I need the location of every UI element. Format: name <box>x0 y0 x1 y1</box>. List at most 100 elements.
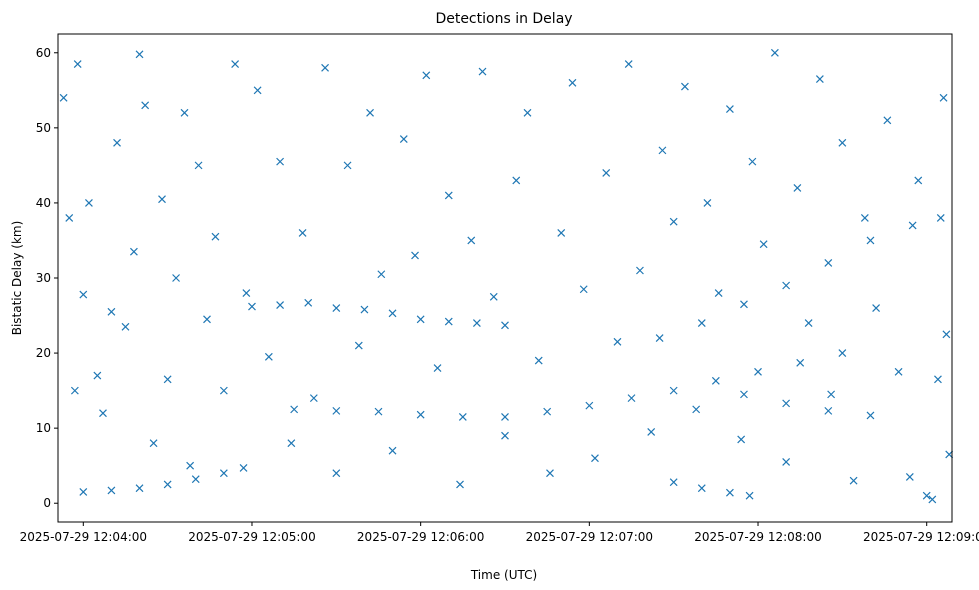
data-point-marker <box>942 330 951 339</box>
data-point-marker <box>456 480 464 489</box>
data-point-marker <box>264 352 273 361</box>
data-point-marker <box>692 405 701 414</box>
data-point-marker <box>186 461 195 470</box>
data-point-marker <box>782 281 791 290</box>
data-point-marker <box>113 138 121 147</box>
data-point-marker <box>883 116 892 125</box>
data-point-marker <box>501 431 509 440</box>
data-point-marker <box>276 301 285 309</box>
data-point-marker <box>866 236 875 245</box>
x-tick-label: 2025-07-29 12:08:00 <box>694 530 821 544</box>
data-point-marker <box>754 367 762 376</box>
data-point-marker <box>860 214 869 222</box>
data-point-marker <box>121 322 130 331</box>
data-point-marker <box>374 407 383 416</box>
data-point-marker <box>366 108 374 117</box>
data-point-marker <box>304 298 313 307</box>
x-tick-label: 2025-07-29 12:05:00 <box>188 530 315 544</box>
data-point-marker <box>135 50 144 59</box>
data-point-marker <box>669 217 678 226</box>
data-point-marker <box>478 67 487 76</box>
data-point-marker <box>824 406 833 415</box>
data-point-marker <box>914 176 923 185</box>
data-point-marker <box>669 386 678 395</box>
data-point-marker <box>93 371 102 380</box>
data-point-marker <box>936 214 945 222</box>
data-point-marker <box>838 138 847 147</box>
data-point-marker <box>872 304 881 312</box>
data-point-marker <box>180 108 189 117</box>
data-point-marker <box>163 480 172 489</box>
data-point-marker <box>211 232 220 241</box>
data-point-marker <box>444 317 453 326</box>
x-tick-label: 2025-07-29 12:07:00 <box>526 530 653 544</box>
data-point-marker <box>276 157 285 166</box>
data-point-marker <box>793 183 802 192</box>
data-point-marker <box>343 161 352 170</box>
y-tick-label: 30 <box>36 271 51 285</box>
data-point-marker <box>824 259 833 267</box>
data-point-marker <box>928 495 937 504</box>
data-point-marker <box>191 475 200 484</box>
data-point-marker <box>711 376 720 385</box>
data-point-marker <box>458 412 467 421</box>
data-point-marker <box>680 82 689 91</box>
data-point-marker <box>636 266 644 275</box>
data-point-marker <box>433 364 442 373</box>
data-point-marker <box>332 406 341 415</box>
data-point-marker <box>99 409 107 418</box>
data-point-marker <box>158 195 166 204</box>
x-axis-ticks: 2025-07-29 12:04:00 2025-07-29 12:05:00 20… <box>20 522 979 544</box>
data-point-marker <box>624 60 633 68</box>
data-point-marker <box>647 427 656 436</box>
data-point-marker <box>388 446 397 455</box>
chart-title: Detections in Delay <box>435 11 572 27</box>
data-point-marker <box>714 289 723 297</box>
data-point-marker <box>725 105 734 114</box>
data-point-marker <box>669 478 678 487</box>
data-point-marker <box>416 410 425 419</box>
plot-frame <box>57 33 953 523</box>
data-point-marker <box>467 236 476 245</box>
data-point-marker <box>332 469 341 478</box>
y-tick-label: 40 <box>36 196 51 210</box>
data-point-marker <box>585 401 594 410</box>
data-point-marker <box>827 390 836 399</box>
data-point-marker <box>815 75 824 83</box>
data-point-marker <box>253 86 262 95</box>
data-point-marker <box>290 405 299 414</box>
data-point-marker <box>399 135 408 144</box>
data-point-marker <box>107 486 116 495</box>
x-axis-label: Time (UTC) <box>470 568 537 582</box>
data-point-marker <box>894 367 903 376</box>
data-point-marker <box>377 270 386 279</box>
data-point-marker <box>658 146 667 155</box>
x-tick-label: 2025-07-29 12:09:00 <box>863 530 979 544</box>
data-point-marker <box>141 101 150 110</box>
y-axis-ticks: 0 10 20 30 40 50 60 <box>36 46 58 510</box>
data-point-marker <box>411 251 419 260</box>
data-point-marker <box>697 484 706 493</box>
data-point-marker <box>782 399 791 408</box>
y-tick-label: 10 <box>36 421 51 435</box>
y-tick-label: 20 <box>36 346 51 360</box>
data-point-marker <box>172 274 180 282</box>
data-point-marker <box>591 454 599 463</box>
data-point-marker <box>360 305 369 314</box>
data-point-marker <box>838 349 847 358</box>
data-point-marker <box>602 168 611 177</box>
data-point-marker <box>70 386 79 395</box>
data-point-marker <box>568 78 577 87</box>
data-point-marker <box>107 307 116 316</box>
data-point-marker <box>759 240 768 249</box>
data-point-marker <box>287 439 296 448</box>
data-point-marker <box>298 229 307 237</box>
data-point-marker <box>242 289 251 297</box>
data-point-marker <box>321 63 329 72</box>
y-axis-label: Bistatic Delay (km) <box>10 221 24 336</box>
x-tick-label: 2025-07-29 12:06:00 <box>357 530 484 544</box>
data-point-marker <box>388 309 397 318</box>
data-point-marker <box>796 358 805 367</box>
data-point-marker <box>740 300 748 309</box>
